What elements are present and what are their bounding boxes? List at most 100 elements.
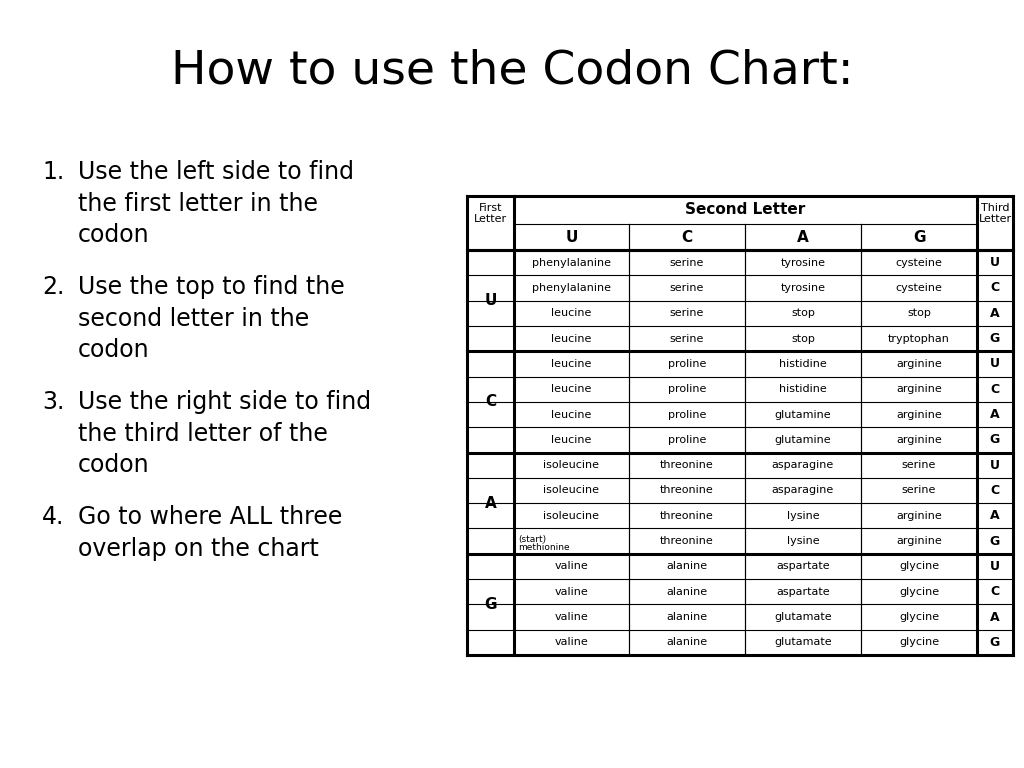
Text: G: G: [990, 433, 1000, 446]
Text: lysine: lysine: [786, 511, 819, 521]
Text: U: U: [990, 357, 1000, 370]
Text: aspartate: aspartate: [776, 561, 829, 571]
Text: A: A: [990, 611, 999, 624]
Text: Use the left side to find
the first letter in the
codon: Use the left side to find the first lett…: [78, 160, 354, 247]
Text: C: C: [990, 585, 999, 598]
Text: tyrosine: tyrosine: [780, 257, 825, 268]
Text: threonine: threonine: [660, 511, 714, 521]
Text: First: First: [479, 203, 502, 213]
Text: G: G: [990, 636, 1000, 649]
Text: Go to where ALL three
overlap on the chart: Go to where ALL three overlap on the cha…: [78, 505, 342, 561]
Text: cysteine: cysteine: [896, 257, 942, 268]
Text: valine: valine: [555, 561, 589, 571]
Text: phenylalanine: phenylalanine: [532, 257, 611, 268]
Text: arginine: arginine: [896, 384, 942, 394]
Text: G: G: [912, 230, 926, 244]
Text: proline: proline: [668, 359, 707, 369]
Text: threonine: threonine: [660, 485, 714, 495]
Text: 3.: 3.: [42, 390, 65, 414]
Text: G: G: [990, 535, 1000, 548]
Text: proline: proline: [668, 384, 707, 394]
Text: glycine: glycine: [899, 587, 939, 597]
Text: valine: valine: [555, 587, 589, 597]
Text: glutamate: glutamate: [774, 612, 831, 622]
Text: serine: serine: [670, 308, 705, 318]
Text: glycine: glycine: [899, 561, 939, 571]
Text: arginine: arginine: [896, 536, 942, 546]
Text: U: U: [990, 257, 1000, 269]
Text: U: U: [484, 293, 497, 308]
Text: stop: stop: [907, 308, 931, 318]
Text: arginine: arginine: [896, 435, 942, 445]
Text: asparagine: asparagine: [772, 485, 835, 495]
Text: Letter: Letter: [474, 214, 507, 224]
Text: U: U: [565, 230, 578, 244]
Text: C: C: [485, 395, 496, 409]
Text: C: C: [681, 230, 692, 244]
Text: aspartate: aspartate: [776, 587, 829, 597]
Text: U: U: [990, 458, 1000, 472]
Text: Use the top to find the
second letter in the
codon: Use the top to find the second letter in…: [78, 275, 345, 362]
Text: isoleucine: isoleucine: [544, 485, 599, 495]
Text: glutamine: glutamine: [775, 409, 831, 419]
Text: A: A: [797, 230, 809, 244]
Text: leucine: leucine: [551, 333, 592, 343]
Text: threonine: threonine: [660, 536, 714, 546]
Text: arginine: arginine: [896, 409, 942, 419]
Text: stop: stop: [792, 308, 815, 318]
Text: histidine: histidine: [779, 384, 826, 394]
Text: How to use the Codon Chart:: How to use the Codon Chart:: [171, 48, 853, 93]
Text: A: A: [990, 306, 999, 319]
Text: leucine: leucine: [551, 409, 592, 419]
Text: C: C: [990, 484, 999, 497]
Text: stop: stop: [792, 333, 815, 343]
Text: phenylalanine: phenylalanine: [532, 283, 611, 293]
Text: isoleucine: isoleucine: [544, 511, 599, 521]
Text: 1.: 1.: [42, 160, 65, 184]
Text: serine: serine: [670, 283, 705, 293]
Text: glutamine: glutamine: [775, 435, 831, 445]
Text: proline: proline: [668, 409, 707, 419]
Text: leucine: leucine: [551, 435, 592, 445]
Text: (start): (start): [518, 535, 546, 544]
Text: serine: serine: [902, 485, 936, 495]
Text: lysine: lysine: [786, 536, 819, 546]
Text: glycine: glycine: [899, 637, 939, 647]
Text: threonine: threonine: [660, 460, 714, 470]
Text: valine: valine: [555, 637, 589, 647]
Text: glutamate: glutamate: [774, 637, 831, 647]
Text: leucine: leucine: [551, 359, 592, 369]
Text: tyrosine: tyrosine: [780, 283, 825, 293]
Text: U: U: [990, 560, 1000, 573]
Text: A: A: [990, 408, 999, 421]
Text: Use the right side to find
the third letter of the
codon: Use the right side to find the third let…: [78, 390, 371, 477]
Text: 2.: 2.: [42, 275, 65, 299]
Text: tryptophan: tryptophan: [888, 333, 950, 343]
Text: alanine: alanine: [667, 587, 708, 597]
Text: methionine: methionine: [518, 543, 569, 551]
Text: serine: serine: [670, 333, 705, 343]
Text: alanine: alanine: [667, 612, 708, 622]
Text: G: G: [990, 332, 1000, 345]
Text: Letter: Letter: [979, 214, 1012, 224]
Text: leucine: leucine: [551, 308, 592, 318]
Text: leucine: leucine: [551, 384, 592, 394]
Text: valine: valine: [555, 612, 589, 622]
Text: A: A: [484, 495, 497, 511]
Text: serine: serine: [902, 460, 936, 470]
Text: glycine: glycine: [899, 612, 939, 622]
Text: C: C: [990, 382, 999, 396]
Text: 4.: 4.: [42, 505, 65, 529]
Text: proline: proline: [668, 435, 707, 445]
Text: isoleucine: isoleucine: [544, 460, 599, 470]
Text: Second Letter: Second Letter: [685, 203, 806, 217]
Text: serine: serine: [670, 257, 705, 268]
Text: A: A: [990, 509, 999, 522]
Text: Third: Third: [981, 203, 1010, 213]
Text: cysteine: cysteine: [896, 283, 942, 293]
Text: alanine: alanine: [667, 561, 708, 571]
Text: asparagine: asparagine: [772, 460, 835, 470]
Text: alanine: alanine: [667, 637, 708, 647]
Text: G: G: [484, 597, 497, 612]
Text: arginine: arginine: [896, 359, 942, 369]
